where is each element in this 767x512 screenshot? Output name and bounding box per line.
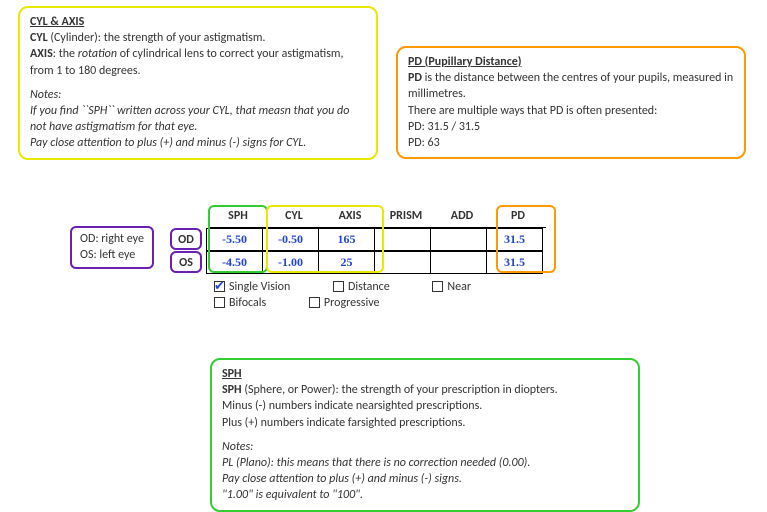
- vision-type-checkboxes: Single Vision Distance Near Bifocals Pro…: [214, 280, 634, 312]
- prescription-area: SPH CYL AXIS PRISM ADD PD OD -5.50 -0.50…: [170, 205, 546, 274]
- col-sph: SPH: [210, 205, 266, 227]
- col-pd: PD: [490, 205, 546, 227]
- os-add: [431, 251, 487, 273]
- cyl-axis-line2: AXIS: the rotation of cylindrical lens t…: [30, 46, 366, 62]
- check-near[interactable]: [432, 281, 443, 292]
- os-prism: [375, 251, 431, 273]
- od-cyl: -0.50: [263, 228, 319, 250]
- label-distance: Distance: [348, 280, 390, 294]
- od-prism: [375, 228, 431, 250]
- cyl-label: CYL: [30, 31, 48, 45]
- pd-line2: There are multiple ways that PD is often…: [408, 103, 734, 119]
- od-pd: 31.5: [487, 228, 543, 250]
- legend-od: OD: right eye: [80, 232, 144, 248]
- os-axis: 25: [319, 251, 375, 273]
- rx-header-table: SPH CYL AXIS PRISM ADD PD: [210, 205, 546, 228]
- cyl-axis-title: CYL & AXIS: [30, 14, 366, 30]
- check-progressive[interactable]: [309, 297, 320, 308]
- check-distance[interactable]: [333, 281, 344, 292]
- sph-note3: "1.00" is equivalent to "100".: [222, 487, 628, 503]
- sph-line1: SPH (Sphere, or Power): the strength of …: [222, 382, 628, 398]
- od-sph: -5.50: [207, 228, 263, 250]
- axis-label: AXIS: [30, 47, 53, 61]
- sph-note1: PL (Plano): this means that there is no …: [222, 455, 628, 471]
- pd-ex2: PD: 63: [408, 135, 734, 151]
- sph-note2: Pay close attention to plus (+) and minu…: [222, 471, 628, 487]
- pd-title: PD (Pupillary Distance): [408, 54, 734, 70]
- label-bifocals: Bifocals: [229, 296, 266, 310]
- sph-line3: Plus (+) numbers indicate farsighted pre…: [222, 415, 628, 431]
- pd-line1: PD is the distance between the centres o…: [408, 70, 734, 102]
- eye-od-label: OD: [170, 228, 202, 250]
- col-prism: PRISM: [378, 205, 434, 227]
- eye-os-label: OS: [170, 251, 202, 273]
- label-near: Near: [447, 280, 471, 294]
- cyl-axis-line1: CYL (Cylinder): the strength of your ast…: [30, 30, 366, 46]
- sph-notes-label: Notes:: [222, 439, 628, 455]
- sph-line2: Minus (-) numbers indicate nearsighted p…: [222, 398, 628, 414]
- od-axis: 165: [319, 228, 375, 250]
- cyl-note1: If you find ``SPH`` written across your …: [30, 103, 366, 135]
- col-cyl: CYL: [266, 205, 322, 227]
- sph-callout: SPH SPH (Sphere, or Power): the strength…: [210, 358, 640, 512]
- os-cyl: -1.00: [263, 251, 319, 273]
- eye-legend: OD: right eye OS: left eye: [70, 226, 154, 269]
- pd-ex1: PD: 31.5 / 31.5: [408, 119, 734, 135]
- os-sph: -4.50: [207, 251, 263, 273]
- col-axis: AXIS: [322, 205, 378, 227]
- label-single-vision: Single Vision: [229, 280, 290, 294]
- check-row-2: Bifocals Progressive: [214, 296, 634, 310]
- rx-row-od: -5.50 -0.50 165 31.5: [206, 228, 543, 251]
- os-pd: 31.5: [487, 251, 543, 273]
- cyl-notes-label: Notes:: [30, 87, 366, 103]
- col-add: ADD: [434, 205, 490, 227]
- sph-title: SPH: [222, 366, 628, 382]
- pd-callout: PD (Pupillary Distance) PD is the distan…: [396, 46, 746, 159]
- legend-os: OS: left eye: [80, 248, 144, 264]
- check-bifocals[interactable]: [214, 297, 225, 308]
- rx-row-os: -4.50 -1.00 25 31.5: [206, 251, 543, 274]
- cyl-note2: Pay close attention to plus (+) and minu…: [30, 135, 366, 151]
- od-add: [431, 228, 487, 250]
- label-progressive: Progressive: [324, 296, 380, 310]
- check-row-1: Single Vision Distance Near: [214, 280, 634, 294]
- cyl-axis-line3: from 1 to 180 degrees.: [30, 63, 366, 79]
- check-single-vision[interactable]: [214, 281, 225, 292]
- cyl-axis-callout: CYL & AXIS CYL (Cylinder): the strength …: [18, 6, 378, 160]
